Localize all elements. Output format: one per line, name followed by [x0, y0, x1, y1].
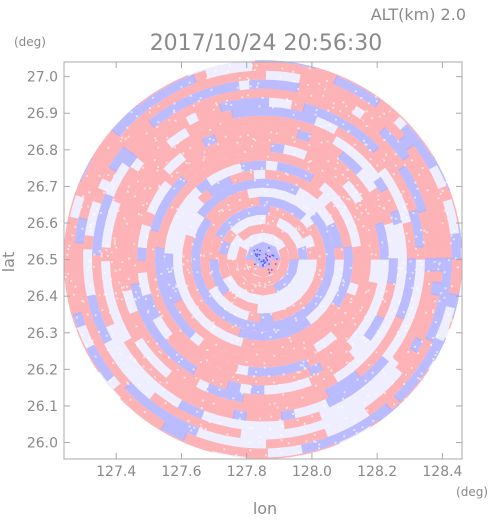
plot-frame: [63, 61, 463, 460]
x-tick-label: 127.8: [227, 464, 267, 480]
x-tick-label: 128.0: [292, 464, 332, 480]
radar-reflectivity-field: [63, 60, 463, 460]
x-axis-title: lon: [253, 499, 277, 518]
y-tick-label: 26.2: [27, 362, 58, 378]
x-tick-label: 127.6: [161, 464, 201, 480]
y-tick-label: 27.0: [27, 70, 58, 86]
y-tick-label: 26.6: [27, 216, 58, 232]
positive-echo-cells: [63, 60, 463, 460]
timestamp-title: 2017/10/24 20:56:30: [150, 31, 383, 56]
y-tick-label: 26.7: [27, 179, 58, 195]
y-tick-label: 26.5: [27, 253, 58, 269]
x-tick-label: 128.2: [357, 464, 397, 480]
y-axis: 26.0 26.1 26.2 26.3 26.4 26.5 26.6 26.7 26.8 26.9…: [27, 70, 462, 452]
y-tick-label: 26.1: [27, 399, 58, 415]
x-unit-label: (deg): [456, 485, 488, 499]
negative-echo-cells: [72, 60, 463, 454]
y-tick-label: 26.0: [27, 436, 58, 452]
y-tick-label: 26.8: [27, 143, 58, 159]
altitude-label: ALT(km) 2.0: [371, 5, 466, 24]
y-tick-label: 26.9: [27, 106, 58, 122]
x-tick-label: 127.4: [96, 464, 136, 480]
x-tick-label: 128.4: [422, 464, 462, 480]
y-axis-title: lat: [0, 252, 18, 273]
y-tick-label: 26.4: [27, 289, 58, 305]
y-unit-label: (deg): [14, 35, 46, 49]
y-tick-label: 26.3: [27, 326, 58, 342]
x-axis: 127.4 127.6 127.8 128.0 128.2 128.4: [96, 62, 463, 480]
